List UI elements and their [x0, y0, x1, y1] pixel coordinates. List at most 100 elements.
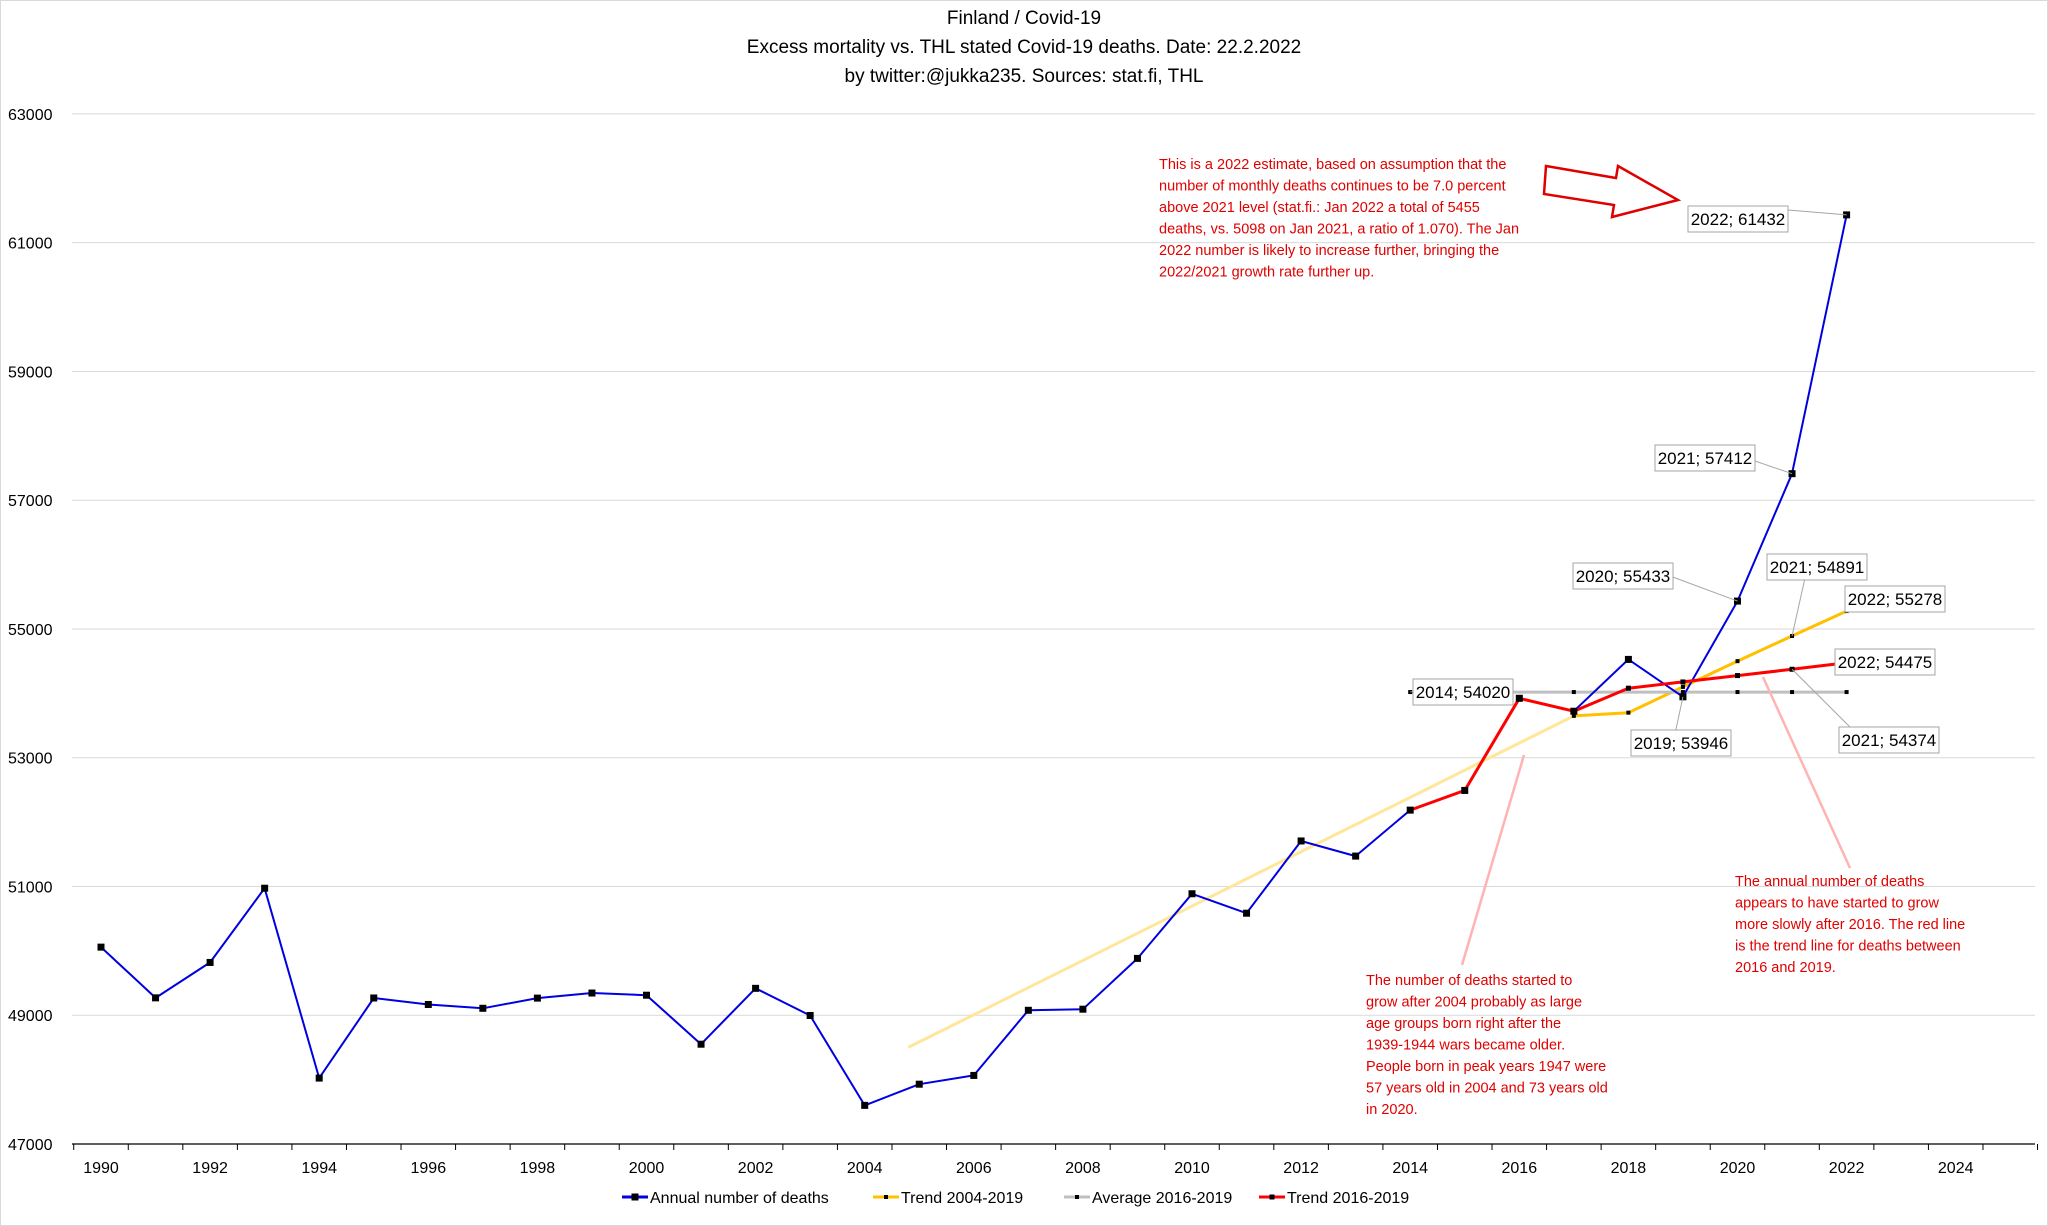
chart-title-line-2: Excess mortality vs. THL stated Covid-19…: [747, 37, 1301, 58]
data-label-2021-57412: 2021; 57412: [1654, 444, 1793, 475]
annual-deaths-point: [1461, 786, 1469, 794]
y-tick-label-47000: 47000: [8, 1137, 53, 1154]
average-2016-2019-point: [1790, 690, 1795, 695]
data-label-text: 2021; 54891: [1770, 558, 1865, 577]
annual-deaths-point: [315, 1074, 323, 1082]
note-2022-estimate-line-6: 2022/2021 growth rate further up.: [1159, 265, 1374, 281]
x-tick-label-1998: 1998: [520, 1160, 556, 1177]
x-tick-label-2000: 2000: [629, 1160, 665, 1177]
note-growth-after-2004-line-3: age groups born right after the: [1366, 1016, 1561, 1032]
data-label-box: [1834, 648, 1936, 676]
annual-deaths-point: [915, 1080, 923, 1088]
annual-deaths-point: [1024, 1006, 1032, 1014]
legend-item-trend-2004-2019: Trend 2004-2019: [873, 1190, 1023, 1207]
annual-deaths-point: [806, 1011, 814, 1019]
legend-swatch-marker: [1075, 1195, 1079, 1199]
note-slower-growth-after-2016-line-3: more slowly after 2016. The red line: [1735, 917, 1965, 933]
y-tick-label-55000: 55000: [8, 622, 53, 639]
annual-deaths-point: [206, 958, 214, 966]
annual-deaths-point: [970, 1071, 978, 1079]
y-tick-label-61000: 61000: [8, 236, 53, 253]
annual-deaths-point: [1352, 852, 1360, 860]
y-tick-label-49000: 49000: [8, 1008, 53, 1025]
note-growth-after-2004-line-2: grow after 2004 probably as large: [1366, 995, 1582, 1011]
x-tick-label-2002: 2002: [738, 1160, 774, 1177]
note-slower-growth-after-2016-line-2: appears to have started to grow: [1735, 896, 1939, 912]
legend-label-annual: Annual number of deaths: [650, 1190, 829, 1207]
annual-deaths-point: [1079, 1005, 1087, 1013]
data-label-text: 2014; 54020: [1416, 683, 1511, 702]
x-tick-label-2012: 2012: [1283, 1160, 1319, 1177]
annual-deaths-point: [697, 1040, 705, 1048]
note-2022-estimate-line-3: above 2021 level (stat.fi.: Jan 2022 a t…: [1159, 200, 1480, 216]
note-2016-leader: [1761, 676, 1852, 869]
note-growth-after-2004-line-7: in 2020.: [1366, 1102, 1418, 1118]
note-growth-after-2004-line-5: People born in peak years 1947 were: [1366, 1059, 1606, 1075]
data-label-2020-55433: 2020; 55433: [1572, 562, 1738, 602]
data-label-2019-53946: 2019; 53946: [1630, 696, 1732, 757]
data-label-leader: [1751, 459, 1793, 475]
data-label-box: [1654, 444, 1756, 472]
data-label-box: [1572, 562, 1674, 590]
annual-deaths-point: [1570, 707, 1578, 715]
annual-deaths-point: [861, 1101, 869, 1109]
y-tick-label-63000: 63000: [8, 107, 53, 124]
annual-deaths-point: [588, 989, 596, 997]
note-2022-estimate-line-1: This is a 2022 estimate, based on assump…: [1159, 157, 1506, 173]
data-label-leader: [1791, 577, 1806, 637]
legend-item-average-2016-2019: Average 2016-2019: [1064, 1190, 1232, 1207]
annual-deaths-point: [752, 984, 760, 992]
average-2016-2019-point: [1844, 690, 1849, 695]
y-tick-label-53000: 53000: [8, 751, 53, 768]
note-growth-after-2004-line-4: 1939-1944 wars became older.: [1366, 1038, 1565, 1054]
y-tick-label-51000: 51000: [8, 879, 53, 896]
annual-deaths-point: [479, 1004, 487, 1012]
data-label-2014-54020: 2014; 54020: [1410, 678, 1514, 706]
data-label-text: 2021; 54374: [1842, 731, 1937, 750]
note-growth-after-2004-line-1: The number of deaths started to: [1366, 973, 1572, 989]
note-2022-estimate: This is a 2022 estimate, based on assump…: [1159, 157, 1519, 281]
x-tick-label-2020: 2020: [1720, 1160, 1756, 1177]
red-arrow-icon: [1542, 164, 1682, 219]
data-label-leader: [1669, 575, 1738, 602]
trend-2004-2019-faint-line: [907, 714, 1575, 1049]
x-tick-label-2008: 2008: [1065, 1160, 1101, 1177]
annual-deaths-point: [1188, 890, 1196, 898]
data-label-2022-61432: 2022; 61432: [1687, 205, 1847, 233]
x-tick-label-2014: 2014: [1392, 1160, 1428, 1177]
data-label-2021-54891: 2021; 54891: [1766, 553, 1868, 637]
data-label-box: [1838, 726, 1940, 754]
x-tick-label-2022: 2022: [1829, 1160, 1865, 1177]
trend-2004-2019-point: [1571, 713, 1576, 718]
data-label-box: [1687, 205, 1789, 233]
annual-deaths-point: [370, 994, 378, 1002]
data-label-box: [1630, 729, 1732, 757]
data-label-leader: [1674, 696, 1684, 735]
x-tick-label-2018: 2018: [1611, 1160, 1647, 1177]
x-tick-label-2024: 2024: [1938, 1160, 1974, 1177]
data-label-leader: [1787, 209, 1847, 216]
note-2022-estimate-line-2: number of monthly deaths continues to be…: [1159, 179, 1506, 195]
legend-item-annual: Annual number of deaths: [622, 1190, 829, 1207]
annual-deaths-point: [643, 991, 650, 999]
annual-deaths-point: [533, 994, 541, 1002]
note-slower-growth-after-2016-line-1: The annual number of deaths: [1735, 874, 1924, 890]
y-tick-label-59000: 59000: [8, 364, 53, 381]
data-label-leader: [1791, 668, 1856, 733]
x-tick-label-1994: 1994: [301, 1160, 337, 1177]
legend-item-trend-2016-2019: Trend 2016-2019: [1259, 1190, 1409, 1207]
data-label-2022-55278: 2022; 55278: [1844, 585, 1946, 613]
annual-deaths-point: [1243, 909, 1251, 917]
x-tick-label-1996: 1996: [411, 1160, 447, 1177]
x-tick-label-1992: 1992: [192, 1160, 228, 1177]
data-label-text: 2020; 55433: [1576, 567, 1671, 586]
note-slower-growth-after-2016: The annual number of deaths appears to ha…: [1735, 874, 1965, 976]
legend-swatch-marker: [884, 1195, 888, 1199]
data-label-text: 2019; 53946: [1634, 734, 1729, 753]
legend-label-trend-2016-2019: Trend 2016-2019: [1287, 1190, 1409, 1207]
note-2004-leader: [1460, 754, 1526, 966]
legend-label-average-2016-2019: Average 2016-2019: [1092, 1190, 1232, 1207]
annual-deaths-point: [97, 943, 105, 951]
trend-2004-2019-point: [1735, 659, 1740, 664]
